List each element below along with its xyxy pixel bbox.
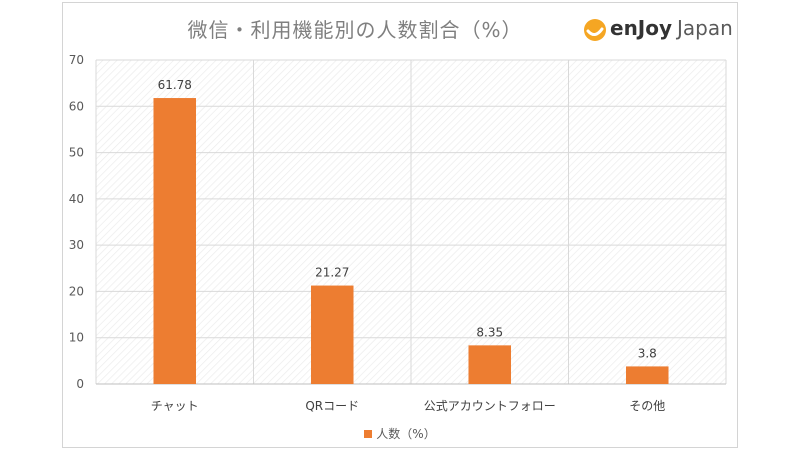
x-tick-label: その他 <box>629 399 665 413</box>
logo-mark-icon <box>584 19 606 41</box>
bar <box>468 345 512 384</box>
data-label: 3.8 <box>638 346 657 360</box>
y-tick-label: 50 <box>69 146 84 160</box>
y-tick-label: 10 <box>69 331 84 345</box>
y-tick-label: 40 <box>69 192 84 206</box>
bar <box>625 366 669 384</box>
y-tick-label: 20 <box>69 284 84 298</box>
bar <box>310 285 354 384</box>
y-tick-label: 60 <box>69 99 84 113</box>
logo-text-jp: Japan <box>677 16 733 40</box>
enjoy-japan-logo: enJoy Japan <box>582 13 733 47</box>
x-tick-label: QRコード <box>305 399 359 413</box>
y-tick-label: 0 <box>76 377 84 391</box>
legend-swatch <box>364 430 373 438</box>
x-tick-label: 公式アカウントフォロー <box>424 399 556 413</box>
y-tick-label: 30 <box>69 238 84 252</box>
data-label: 8.35 <box>476 325 503 339</box>
logo-text-en: enJoy <box>610 16 673 40</box>
x-tick-label: チャット <box>151 399 199 413</box>
bar <box>153 98 197 384</box>
legend-label: 人数（%） <box>376 427 436 441</box>
data-label: 21.27 <box>315 266 349 280</box>
chart-title: 微信・利用機能別の人数割合（%） <box>187 18 523 42</box>
data-label: 61.78 <box>158 78 192 92</box>
legend: 人数（%） <box>0 425 800 442</box>
y-tick-label: 70 <box>69 53 84 67</box>
